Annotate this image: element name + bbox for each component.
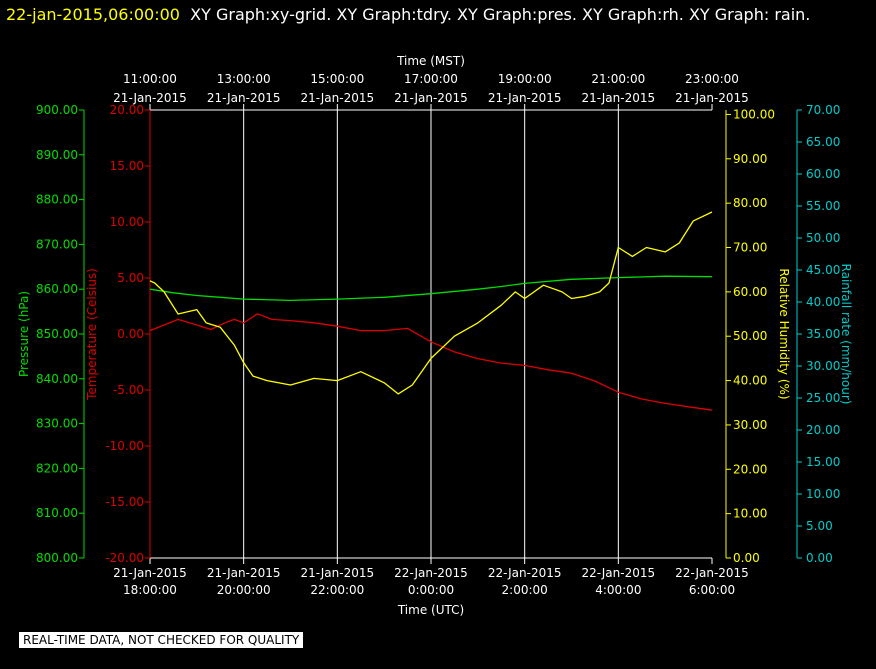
humidity-tick-label: 100.00 [733,107,775,121]
humidity-series-line [149,211,713,395]
rain-tick-label: 25.00 [806,391,840,405]
bottom-tick-label-date: 21-Jan-2015 [207,566,281,580]
axis-labels: 21-Jan-2015 18:00:00 11:00:00 21-Jan-2015 21… [17,54,853,617]
rain-tick-label: 55.00 [806,199,840,213]
humidity-tick-label: 20.00 [733,462,767,476]
temperature-tick-label: -10.00 [105,439,144,453]
top-tick-label-time: 21:00:00 [591,72,645,86]
rain-tick-label: 40.00 [806,295,840,309]
pressure-tick-label: 840.00 [36,372,78,386]
humidity-tick-label: 10.00 [733,507,767,521]
pressure-tick-label: 870.00 [36,237,78,251]
top-tick-label-date: 21-Jan-2015 [207,91,281,105]
top-tick-label-date: 21-Jan-2015 [582,91,656,105]
top-tick-label-date: 21-Jan-2015 [488,91,562,105]
temperature-tick-label: 0.00 [117,327,144,341]
temperature-tick-label: -20.00 [105,551,144,565]
top-tick-label-time: 11:00:00 [123,72,177,86]
temperature-tick-label: -15.00 [105,495,144,509]
bottom-tick-label-date: 22-Jan-2015 [488,566,562,580]
temperature-tick-label: 15.00 [110,159,144,173]
series-lines [149,211,713,411]
humidity-tick-label: 30.00 [733,418,767,432]
pressure-tick-label: 800.00 [36,551,78,565]
axes [79,104,802,564]
pressure-axis-title: Pressure (hPa) [17,291,31,377]
bottom-tick-label-date: 21-Jan-2015 [301,566,375,580]
temperature-axis-title: Temperature (Celsius) [85,268,99,401]
chart-header: 22-jan-2015,06:00:00 XY Graph:xy-grid. X… [6,2,866,27]
top-tick-label-date: 21-Jan-2015 [301,91,375,105]
temperature-tick-label: -5.00 [113,383,144,397]
bottom-tick-label-time: 22:00:00 [310,583,364,597]
top-tick-label-date: 21-Jan-2015 [394,91,468,105]
rain-tick-label: 5.00 [806,519,833,533]
rain-tick-label: 70.00 [806,103,840,117]
rain-tick-label: 65.00 [806,135,840,149]
rain-axis-title: Rainfall rate (mm/hour) [839,264,853,405]
bottom-tick-label-time: 6:00:00 [689,583,735,597]
header-titles: XY Graph:xy-grid. XY Graph:tdry. XY Grap… [190,5,811,24]
humidity-tick-label: 50.00 [733,329,767,343]
humidity-tick-label: 80.00 [733,196,767,210]
bottom-tick-label-date: 22-Jan-2015 [582,566,656,580]
bottom-tick-label-date: 22-Jan-2015 [394,566,468,580]
rain-tick-label: 15.00 [806,455,840,469]
temperature-tick-label: 5.00 [117,271,144,285]
rain-tick-label: 50.00 [806,231,840,245]
bottom-tick-label-time: 20:00:00 [217,583,271,597]
top-axis-label: Time (MST) [396,54,465,68]
bottom-axis-label: Time (UTC) [397,603,464,617]
bottom-tick-label-time: 2:00:00 [502,583,548,597]
top-tick-label-time: 15:00:00 [310,72,364,86]
pressure-series-line [149,275,713,302]
top-tick-label-time: 23:00:00 [685,72,739,86]
top-tick-label-time: 19:00:00 [498,72,552,86]
pressure-tick-label: 860.00 [36,282,78,296]
temperature-series-line [149,313,713,411]
top-tick-label-date: 21-Jan-2015 [675,91,749,105]
humidity-tick-label: 60.00 [733,285,767,299]
bottom-tick-label-date: 21-Jan-2015 [113,566,187,580]
rain-tick-label: 0.00 [806,551,833,565]
humidity-tick-label: 90.00 [733,152,767,166]
rain-tick-label: 10.00 [806,487,840,501]
humidity-tick-label: 0.00 [733,551,760,565]
humidity-axis-title: Relative Humidity (%) [777,268,791,399]
rain-tick-label: 35.00 [806,327,840,341]
bottom-tick-label-time: 0:00:00 [408,583,454,597]
top-tick-label-time: 13:00:00 [217,72,271,86]
quality-notice: REAL-TIME DATA, NOT CHECKED FOR QUALITY [19,632,304,648]
temperature-tick-label: 10.00 [110,215,144,229]
pressure-tick-label: 880.00 [36,193,78,207]
top-tick-label-time: 17:00:00 [404,72,458,86]
pressure-tick-label: 810.00 [36,506,78,520]
rain-tick-label: 30.00 [806,359,840,373]
pressure-tick-label: 900.00 [36,103,78,117]
header-timestamp: 22-jan-2015,06:00:00 [6,5,180,24]
rain-tick-label: 60.00 [806,167,840,181]
humidity-tick-label: 40.00 [733,374,767,388]
pressure-tick-label: 890.00 [36,148,78,162]
top-tick-label-date: 21-Jan-2015 [113,91,187,105]
bottom-tick-label-time: 4:00:00 [595,583,641,597]
bottom-tick-label-date: 22-Jan-2015 [675,566,749,580]
temperature-tick-label: 20.00 [110,103,144,117]
grid [150,109,712,559]
pressure-tick-label: 850.00 [36,327,78,341]
pressure-tick-label: 830.00 [36,417,78,431]
pressure-tick-label: 820.00 [36,461,78,475]
rain-tick-label: 45.00 [806,263,840,277]
humidity-tick-label: 70.00 [733,241,767,255]
bottom-tick-label-time: 18:00:00 [123,583,177,597]
rain-tick-label: 20.00 [806,423,840,437]
